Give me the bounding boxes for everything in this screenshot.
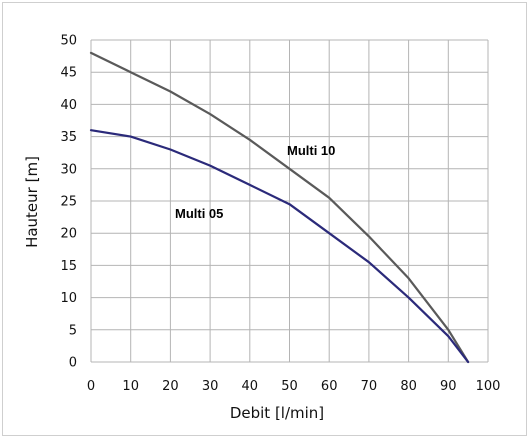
series-label-multi-05: Multi 05 [175, 206, 223, 221]
x-tick-label: 100 [476, 379, 501, 394]
x-tick-label: 90 [440, 379, 457, 394]
y-tick-label: 0 [69, 356, 77, 371]
x-tick-labels: 0 10 20 30 40 50 60 70 80 90 100 [87, 379, 501, 394]
y-axis-title: Hauteur [m] [23, 156, 41, 248]
y-tick-label: 40 [60, 98, 77, 113]
x-tick-label: 60 [321, 379, 338, 394]
series-lines [91, 53, 468, 362]
x-tick-label: 50 [281, 379, 298, 394]
y-tick-label: 5 [69, 323, 77, 338]
y-tick-label: 20 [60, 227, 77, 242]
y-tick-label: 10 [60, 291, 77, 306]
y-tick-label: 30 [60, 162, 77, 177]
x-tick-label: 70 [361, 379, 378, 394]
x-tick-label: 80 [400, 379, 417, 394]
x-tick-label: 0 [87, 379, 95, 394]
y-tick-label: 35 [60, 130, 77, 145]
y-tick-label: 15 [60, 259, 77, 274]
x-tick-label: 20 [162, 379, 179, 394]
grid [91, 40, 488, 362]
x-tick-label: 40 [242, 379, 259, 394]
x-axis-title: Debit [l/min] [230, 404, 324, 422]
y-tick-label: 45 [60, 66, 77, 81]
series-line-multi-05 [91, 130, 468, 362]
series-line-multi-10 [91, 53, 468, 362]
y-tick-label: 50 [60, 34, 77, 49]
y-tick-labels: 0 5 10 15 20 25 30 35 40 45 50 [60, 34, 77, 371]
x-tick-label: 10 [122, 379, 139, 394]
series-label-multi-10: Multi 10 [287, 143, 335, 158]
y-tick-label: 25 [60, 195, 77, 210]
x-tick-label: 30 [202, 379, 219, 394]
